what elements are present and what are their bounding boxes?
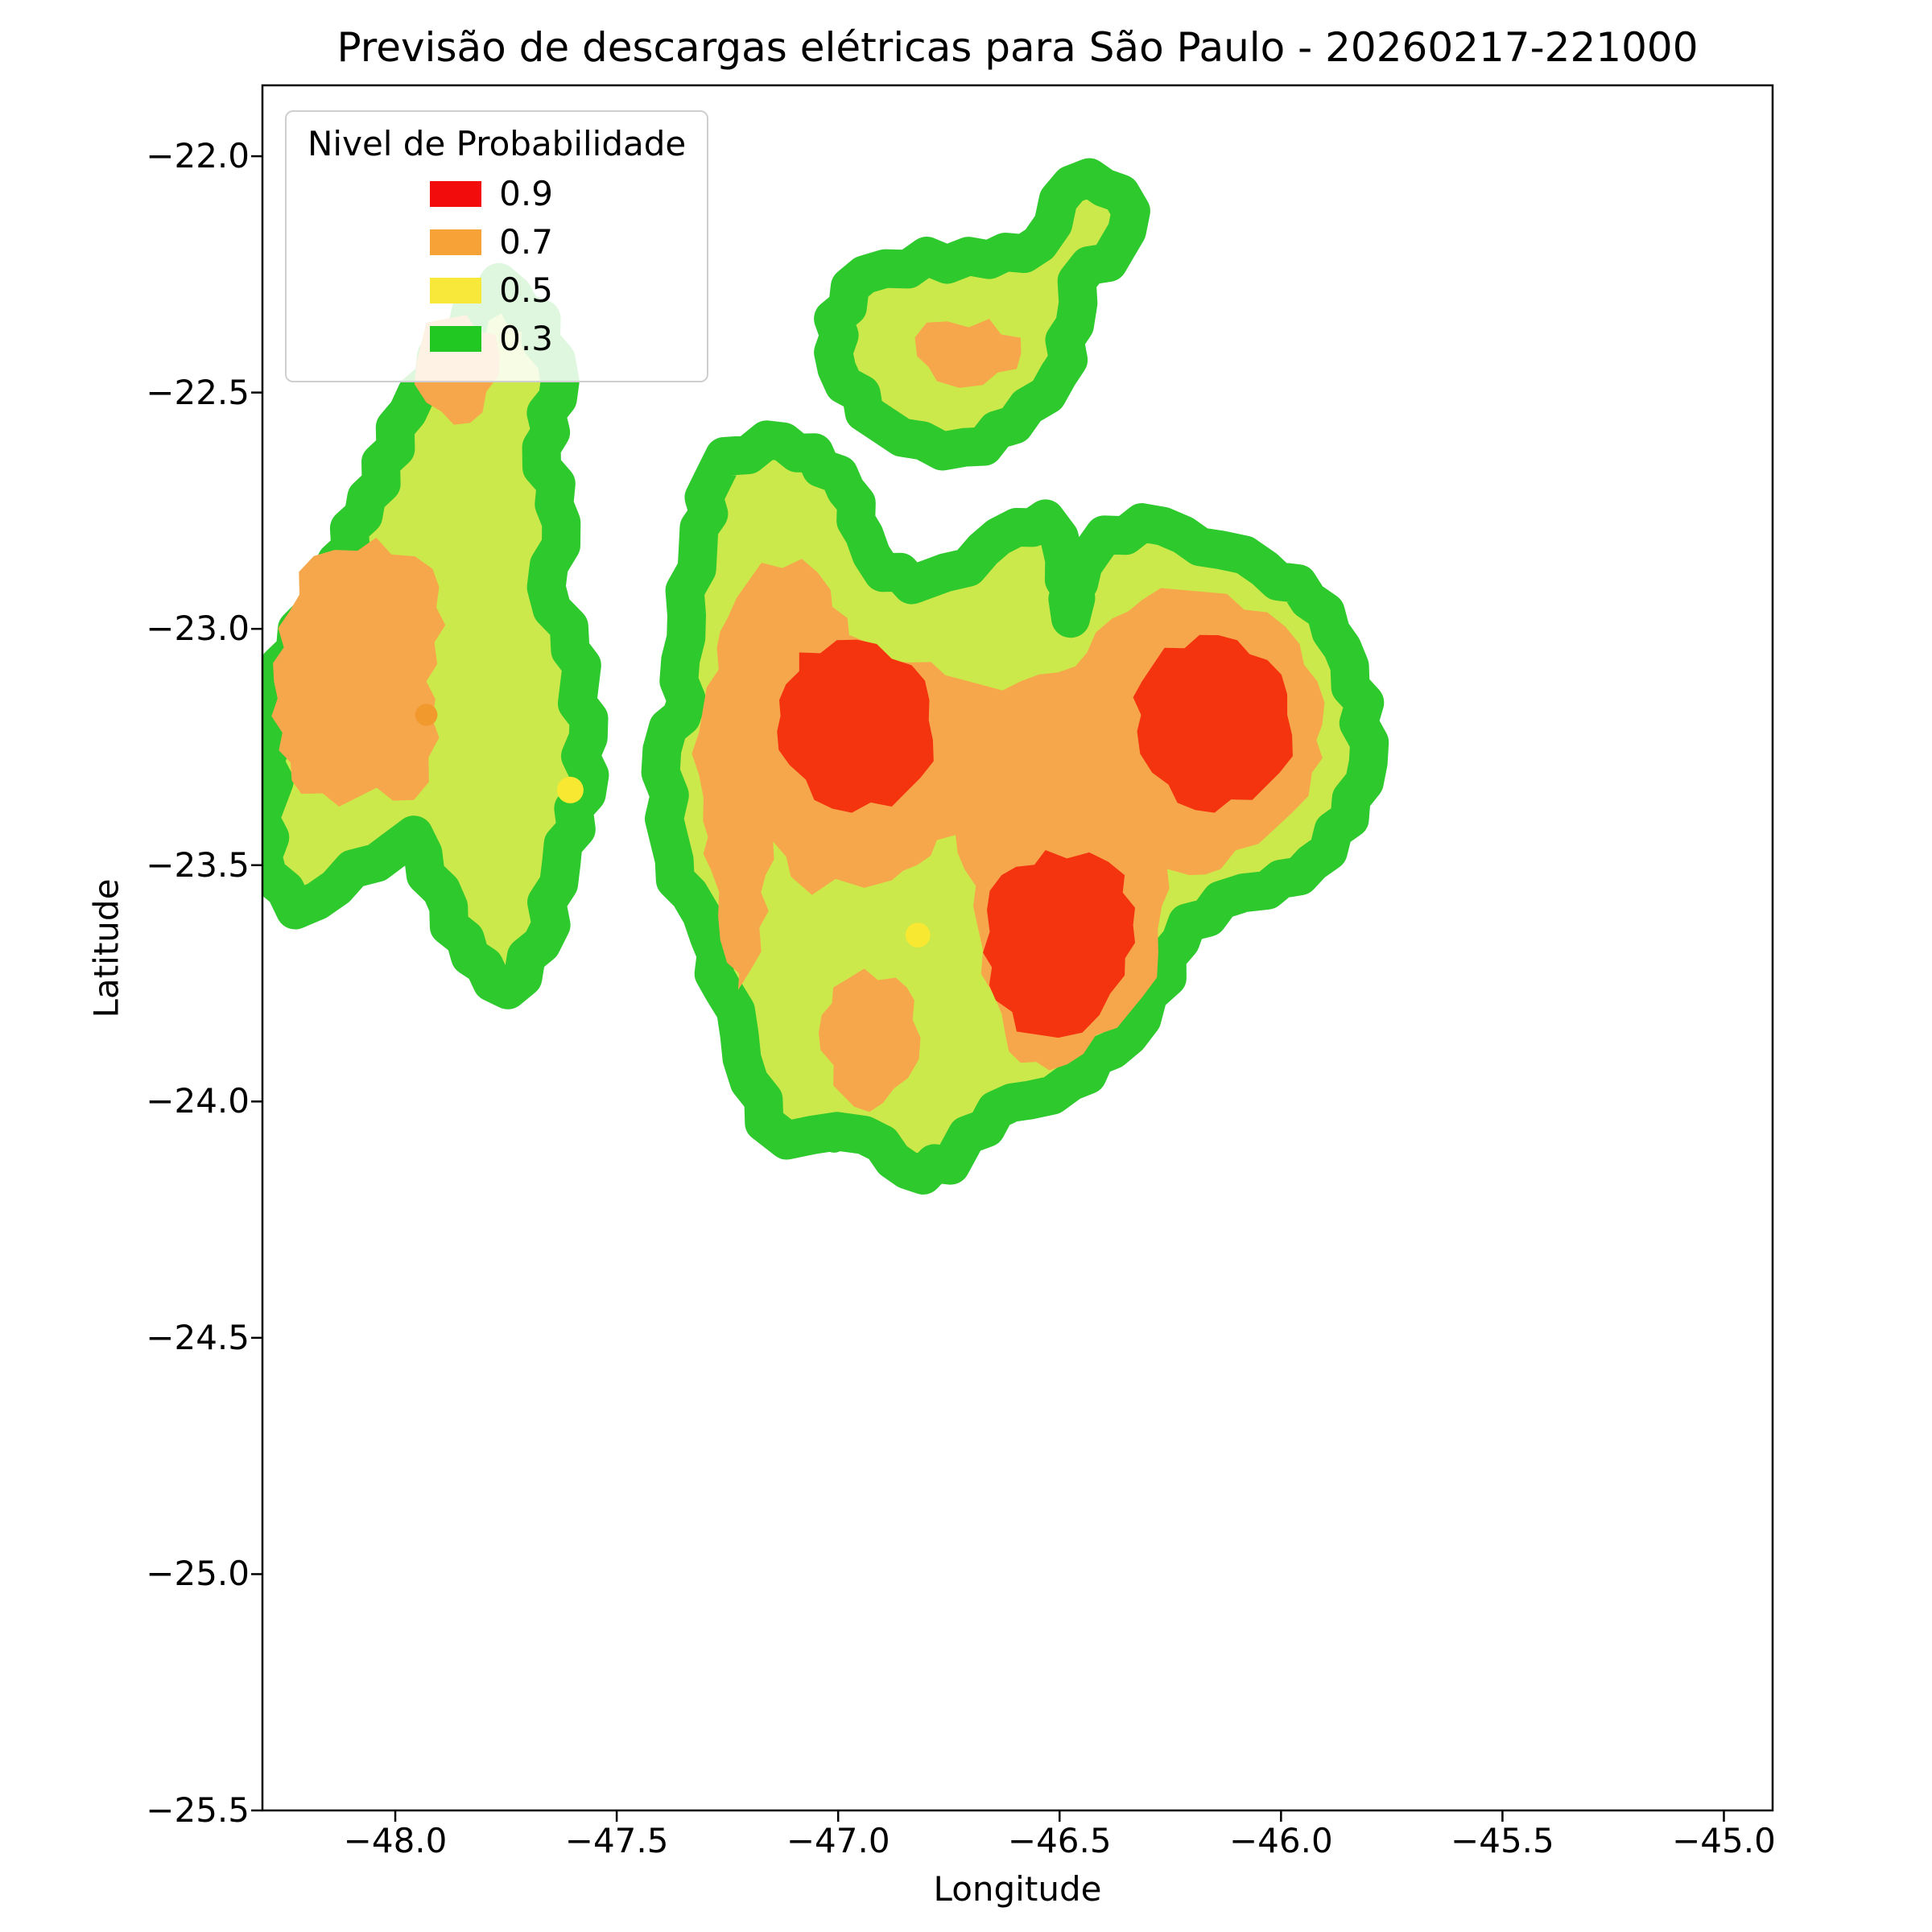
y-tick-label: −23.0 [146,609,250,649]
legend-entry-0.5: 0.5 [308,271,686,310]
region-red-core-west [777,639,934,813]
region-red-core-east [1133,634,1293,813]
y-tick-label: −23.5 [146,844,250,885]
chart-title: Previsão de descargas elétricas para São… [336,24,1699,71]
legend-label: 0.5 [499,270,553,310]
legend-entry-0.7: 0.7 [308,223,686,262]
y-tick-label: −25.0 [146,1554,250,1594]
x-tick-label: −46.0 [1228,1821,1333,1860]
x-tick-label: −46.5 [1007,1821,1112,1860]
legend-entry-0.9: 0.9 [308,175,686,213]
y-tick-label: −22.0 [146,136,250,176]
y-tick-label: −24.5 [146,1317,250,1357]
legend-label: 0.7 [499,222,553,262]
orange-dot-west [415,704,438,726]
x-axis-label: Longitude [933,1869,1102,1909]
legend-swatch-icon [430,181,482,207]
region-south-orange-patch [819,968,921,1113]
y-tick-label: −22.5 [146,372,250,412]
legend: Nivel de Probabilidade 0.9 0.7 0.5 0.3 [285,110,709,382]
y-axis-label: Latitude [86,878,126,1018]
region-west-orange [271,537,446,807]
region-north-blob-inner [814,158,1150,471]
x-tick-label: −48.0 [343,1821,448,1860]
green-dot-south [821,1128,847,1153]
y-tick-label: −25.5 [146,1790,250,1830]
legend-swatch-icon [430,326,482,352]
axes-frame-layer [251,84,1774,1822]
legend-rows: 0.9 0.7 0.5 0.3 [308,175,686,358]
x-tick-label: −45.0 [1672,1821,1776,1860]
region-north-blob-orange-core [914,319,1022,388]
yellow-dot-west [556,776,584,803]
legend-title: Nivel de Probabilidade [308,124,687,163]
x-tick-label: −45.5 [1451,1821,1554,1860]
legend-label: 0.3 [499,319,553,358]
legend-swatch-icon [430,278,482,303]
legend-label: 0.9 [499,174,553,213]
legend-entry-0.3: 0.3 [308,320,686,358]
axes-spines [261,84,1774,1812]
x-tick-label: −47.0 [786,1821,890,1860]
x-tick-label: −47.5 [564,1821,669,1860]
legend-swatch-icon [430,229,482,255]
region-red-core-south [983,850,1135,1038]
yellow-dot-central [905,923,931,947]
y-tick-label: −24.0 [146,1081,250,1121]
